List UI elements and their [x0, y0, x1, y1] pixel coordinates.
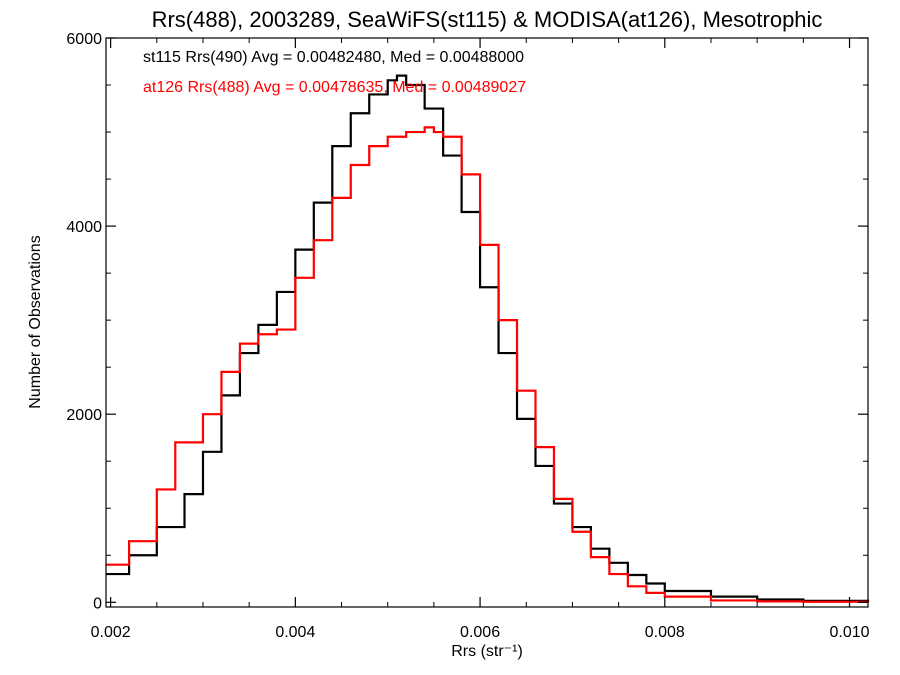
plot-frame	[105, 37, 869, 608]
series-line-1	[106, 126, 870, 603]
y-axis-label: Number of Observations	[27, 235, 44, 408]
series-line-0	[106, 74, 870, 602]
chart-title: Rrs(488), 2003289, SeaWiFS(st115) & MODI…	[152, 7, 823, 32]
x-tick-label: 0.008	[645, 624, 685, 641]
x-tick-label: 0.002	[91, 624, 131, 641]
y-tick-label: 2000	[66, 407, 102, 424]
x-tick-label: 0.010	[830, 624, 870, 641]
x-tick-label: 0.004	[275, 624, 315, 641]
x-tick-label: 0.006	[460, 624, 500, 641]
y-tick-label: 0	[93, 595, 102, 612]
series-layer	[106, 74, 870, 603]
y-tick-label: 4000	[66, 219, 102, 236]
ticks-layer: 0.002 0.004 0.006 0.008 0.010 0 2000 4000 6000	[66, 31, 869, 641]
legend-entry-at126: at126 Rrs(488) Avg = 0.00478635, Med = 0…	[143, 79, 526, 96]
axes-layer	[106, 37, 868, 607]
y-tick-label: 6000	[66, 31, 102, 48]
legend-entry-st115: st115 Rrs(490) Avg = 0.00482480, Med = 0…	[143, 49, 524, 66]
x-axis-label: Rrs (str⁻¹)	[451, 643, 523, 660]
plot-area	[106, 38, 868, 607]
